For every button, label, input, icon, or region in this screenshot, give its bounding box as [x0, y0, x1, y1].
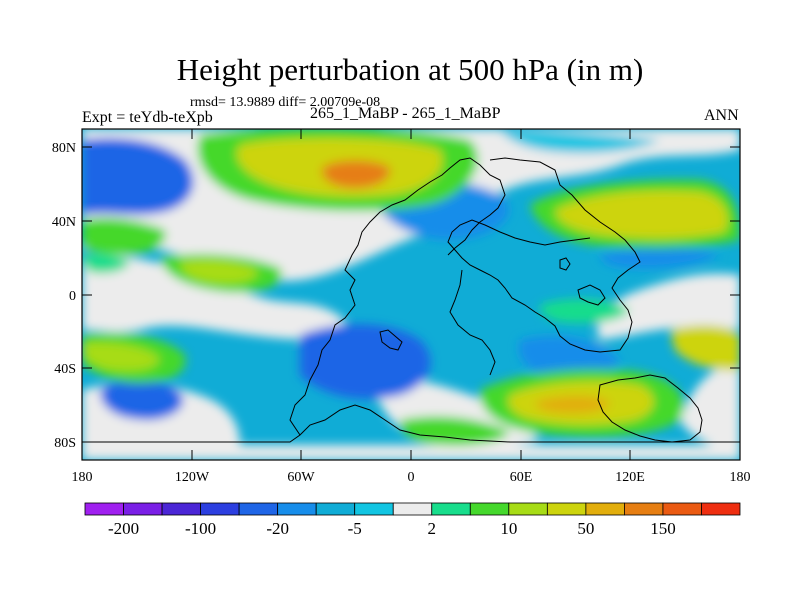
- lat-tick-0: 0: [69, 289, 76, 304]
- colorbar-box: [546, 502, 587, 516]
- colorbar-label: 2: [428, 519, 437, 538]
- lat-tick-80n: 80N: [52, 141, 76, 156]
- colorbar-box: [508, 502, 548, 516]
- colorbar-box: [315, 502, 356, 516]
- colorbar-box: [161, 502, 201, 516]
- colorbar-box: [354, 502, 394, 516]
- high-lobe-arctic-orange: [321, 160, 391, 188]
- colorbar-box: [392, 502, 433, 516]
- lon-tick-180w: 180: [72, 470, 93, 485]
- continent-outline-americas: [289, 157, 506, 436]
- colorbar-box: [200, 502, 240, 516]
- continent-outline-australia: [597, 374, 703, 443]
- high-lobe-subarctic-green: [82, 253, 130, 274]
- high-lobe-pacific-green: [82, 218, 166, 255]
- lon-tick-60w: 60W: [287, 470, 315, 485]
- rmsd-diff-subtitle: rmsd= 13.9889 diff= 2.00709e-08: [190, 95, 381, 110]
- continent-outlines: [82, 157, 740, 443]
- continent-outline-arabia: [577, 284, 606, 306]
- colorbar-box: [585, 502, 625, 516]
- colorbar-label: 150: [650, 519, 676, 538]
- case-label: 265_1_MaBP - 265_1_MaBP: [310, 105, 501, 122]
- colorbar-box: [84, 502, 124, 516]
- low-lobe-arctic: [500, 130, 660, 153]
- low-lobe-far-east: [600, 247, 720, 269]
- low-lobe-north-pacific: [82, 138, 194, 215]
- lat-tick-40n: 40N: [52, 215, 76, 230]
- high-lobe-east-pacific: [670, 325, 740, 371]
- lon-tick-180e: 180: [730, 470, 751, 485]
- neutral-band-pacific: [82, 253, 345, 340]
- high-lobe-indian-ocean-orange: [535, 396, 610, 414]
- colorbar-box: [431, 502, 471, 516]
- low-lobe-east: [518, 336, 620, 379]
- colorbar-box: [238, 502, 279, 516]
- colorbar-label: -100: [185, 519, 216, 538]
- colorbar-box: [123, 502, 163, 516]
- neutral-band-southeast: [680, 360, 740, 450]
- lon-tick-120e: 120E: [615, 470, 645, 485]
- lon-tick-0: 0: [408, 470, 415, 485]
- experiment-label: Expt = teYdb-teXpb: [82, 109, 213, 126]
- high-lobe-asia-yellow: [555, 190, 729, 239]
- high-lobe-indian-green: [539, 298, 630, 324]
- colorbar-label: 10: [500, 519, 517, 538]
- continent-outline-island-2: [559, 257, 571, 271]
- colorbar-label: 50: [577, 519, 594, 538]
- low-lobe-south-pacific: [100, 380, 184, 420]
- colorbar-box: [277, 502, 317, 516]
- low-lobe-atlantic: [300, 324, 431, 399]
- high-lobe-south-pacific-yellow: [82, 342, 160, 372]
- continent-outline-afro-eurasia: [447, 157, 641, 353]
- colorbar-box: [624, 502, 664, 516]
- longitude-tick-marks: [81, 129, 741, 460]
- colorbar-boxes: [84, 502, 741, 516]
- colorbar-box: [662, 502, 702, 516]
- chart-title: Height perturbation at 500 hPa (in m): [176, 52, 644, 87]
- lat-tick-80s: 80S: [54, 436, 76, 451]
- lon-tick-60e: 60E: [510, 470, 533, 485]
- colorbar: -200 -100 -20 -5 2 10 50 150: [84, 502, 741, 538]
- continent-outline-antarctica: [82, 404, 740, 443]
- lon-tick-120w: 120W: [175, 470, 210, 485]
- colorbar-labels: -200 -100 -20 -5 2 10 50 150: [108, 519, 676, 538]
- neutral-band-east: [597, 273, 740, 340]
- colorbar-box: [469, 502, 510, 516]
- colorbar-box: [701, 502, 741, 516]
- high-lobe-pacific-mid-yellow: [180, 259, 258, 284]
- contour-field: [82, 129, 740, 460]
- latitude-tick-marks: [82, 146, 740, 443]
- season-label: ANN: [704, 107, 739, 124]
- continent-outline-africa-south: [449, 269, 496, 376]
- continent-outline-island-1: [379, 329, 403, 351]
- colorbar-label: -20: [266, 519, 289, 538]
- colorbar-label: -5: [348, 519, 362, 538]
- lat-tick-40s: 40S: [54, 362, 76, 377]
- colorbar-label: -200: [108, 519, 139, 538]
- high-lobe-south-east-green: [400, 416, 510, 446]
